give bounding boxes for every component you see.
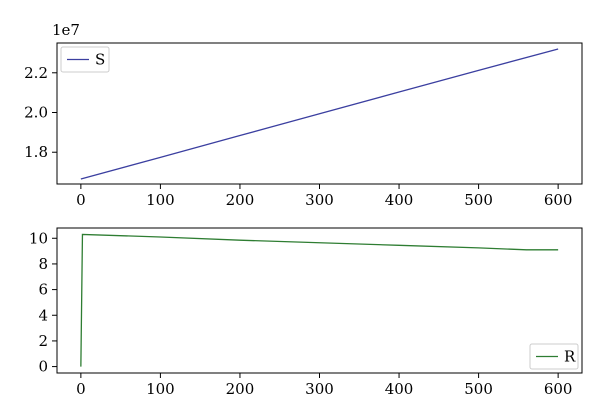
x-tick-label: 300 xyxy=(305,380,334,398)
x-tick-label: 100 xyxy=(146,191,175,209)
x-tick-label: 600 xyxy=(544,191,573,209)
y-tick-label: 2.2 xyxy=(24,64,48,82)
y-tick-label: 10 xyxy=(29,229,48,247)
x-tick-label: 400 xyxy=(385,191,414,209)
series-line-R xyxy=(80,233,559,367)
x-tick-label: 200 xyxy=(226,380,255,398)
x-tick-label: 0 xyxy=(76,380,86,398)
legend-label-R: R xyxy=(564,348,576,366)
y-offset-label: 1e7 xyxy=(52,21,80,39)
y-tick-label: 1.8 xyxy=(24,143,48,161)
x-tick-label: 500 xyxy=(464,380,493,398)
x-tick-label: 500 xyxy=(464,191,493,209)
y-tick-label: 4 xyxy=(38,306,48,324)
x-tick-label: 200 xyxy=(226,191,255,209)
legend: R xyxy=(529,343,579,370)
x-tick-label: 400 xyxy=(385,380,414,398)
y-tick-label: 0 xyxy=(38,358,48,376)
y-tick-label: 8 xyxy=(38,255,48,273)
series-line-S xyxy=(80,48,559,180)
x-tick-label: 0 xyxy=(76,191,86,209)
panel-2-axes-frame xyxy=(56,227,583,374)
x-tick-label: 300 xyxy=(305,191,334,209)
y-tick-label: 2.0 xyxy=(24,104,48,122)
panel-1: 0 100 200 300 400 500 600 1.8 2.0 2.2 1e7 S xyxy=(24,21,583,209)
legend: S xyxy=(60,46,110,73)
y-tick-label: 2 xyxy=(38,332,48,350)
y-tick-label: 6 xyxy=(38,281,48,299)
panel-2: 0 100 200 300 400 500 600 0 2 4 6 8 10 R xyxy=(29,227,583,398)
x-tick-label: 100 xyxy=(146,380,175,398)
legend-label-S: S xyxy=(95,51,105,69)
x-tick-label: 600 xyxy=(544,380,573,398)
